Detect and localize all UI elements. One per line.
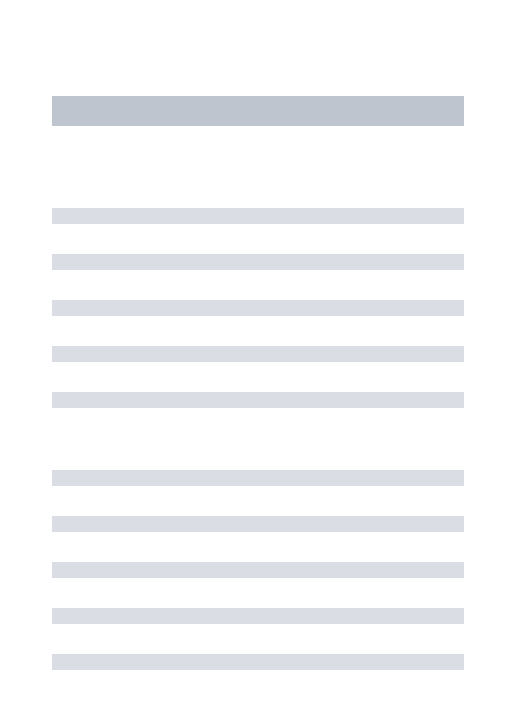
skeleton-header-bar	[52, 96, 464, 126]
skeleton-line	[52, 470, 464, 486]
skeleton-line	[52, 346, 464, 362]
skeleton-groups	[52, 208, 464, 670]
skeleton-container	[0, 0, 516, 670]
skeleton-line	[52, 254, 464, 270]
skeleton-line	[52, 608, 464, 624]
skeleton-line-group	[52, 470, 464, 670]
skeleton-line	[52, 208, 464, 224]
skeleton-line	[52, 654, 464, 670]
skeleton-line	[52, 516, 464, 532]
skeleton-line-group	[52, 208, 464, 408]
skeleton-line	[52, 392, 464, 408]
skeleton-line	[52, 300, 464, 316]
skeleton-line	[52, 562, 464, 578]
